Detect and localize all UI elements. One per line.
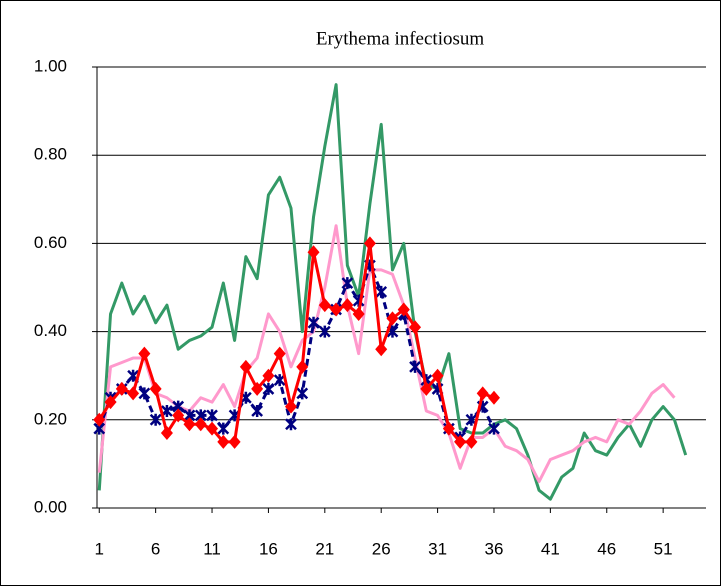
y-tick-label: 0.80 bbox=[34, 145, 67, 164]
x-tick-label: 1 bbox=[95, 539, 104, 558]
point-marker bbox=[454, 434, 467, 449]
point-marker bbox=[307, 316, 320, 329]
point-marker bbox=[262, 368, 275, 383]
point-marker bbox=[160, 426, 173, 441]
point-marker bbox=[217, 422, 230, 435]
point-marker bbox=[318, 298, 331, 313]
y-tick-label: 0.20 bbox=[34, 409, 67, 428]
point-marker bbox=[465, 434, 478, 449]
point-marker bbox=[420, 381, 433, 396]
point-marker bbox=[397, 302, 410, 317]
series-line bbox=[97, 224, 676, 484]
point-marker bbox=[172, 408, 185, 423]
point-marker bbox=[239, 359, 252, 374]
point-marker bbox=[352, 306, 365, 321]
point-marker bbox=[476, 386, 489, 401]
point-marker bbox=[115, 381, 128, 396]
point-marker bbox=[488, 422, 500, 435]
point-marker bbox=[262, 382, 275, 395]
point-marker bbox=[375, 342, 388, 357]
x-tick-label: 26 bbox=[372, 539, 391, 558]
point-marker bbox=[228, 434, 241, 449]
point-marker bbox=[273, 374, 286, 387]
point-marker bbox=[251, 404, 264, 417]
point-marker bbox=[341, 277, 354, 290]
point-marker bbox=[194, 417, 207, 432]
x-tick-label: 36 bbox=[485, 539, 504, 558]
x-tick-label: 46 bbox=[597, 539, 616, 558]
y-tick-label: 0.00 bbox=[34, 497, 67, 516]
point-marker bbox=[183, 417, 196, 432]
x-tick-label: 31 bbox=[428, 539, 447, 558]
point-marker bbox=[442, 421, 455, 436]
x-tick-label: 11 bbox=[203, 539, 221, 558]
point-marker bbox=[217, 434, 230, 449]
point-marker bbox=[206, 409, 218, 422]
point-marker bbox=[341, 298, 354, 313]
point-marker bbox=[330, 302, 343, 317]
point-marker bbox=[273, 346, 286, 361]
point-marker bbox=[285, 418, 297, 431]
point-marker bbox=[409, 360, 421, 373]
point-marker bbox=[206, 421, 219, 436]
point-marker bbox=[363, 236, 376, 251]
point-marker bbox=[431, 368, 444, 383]
x-tick-label: 6 bbox=[151, 539, 160, 558]
point-marker bbox=[409, 320, 422, 335]
point-marker bbox=[284, 399, 297, 414]
point-marker bbox=[251, 381, 264, 396]
point-marker bbox=[149, 381, 162, 396]
point-marker bbox=[296, 387, 309, 400]
chart-title: Erythema infectiosum bbox=[316, 28, 485, 49]
x-tick-label: 51 bbox=[654, 539, 673, 558]
x-tick-label: 16 bbox=[259, 539, 278, 558]
point-marker bbox=[318, 325, 331, 338]
y-tick-label: 0.40 bbox=[34, 321, 67, 340]
point-marker bbox=[104, 395, 117, 410]
y-tick-label: 0.60 bbox=[34, 233, 67, 252]
point-marker bbox=[487, 390, 500, 405]
point-marker bbox=[127, 386, 140, 401]
x-tick-label: 21 bbox=[315, 539, 334, 558]
point-marker bbox=[149, 413, 162, 426]
point-marker bbox=[296, 359, 309, 374]
point-marker bbox=[307, 245, 320, 260]
y-tick-label: 1.00 bbox=[34, 56, 67, 75]
point-marker bbox=[138, 346, 151, 361]
point-marker bbox=[138, 387, 151, 400]
point-marker bbox=[375, 285, 388, 298]
point-marker bbox=[386, 311, 399, 326]
x-tick-label: 41 bbox=[541, 539, 560, 558]
point-marker bbox=[93, 412, 106, 427]
